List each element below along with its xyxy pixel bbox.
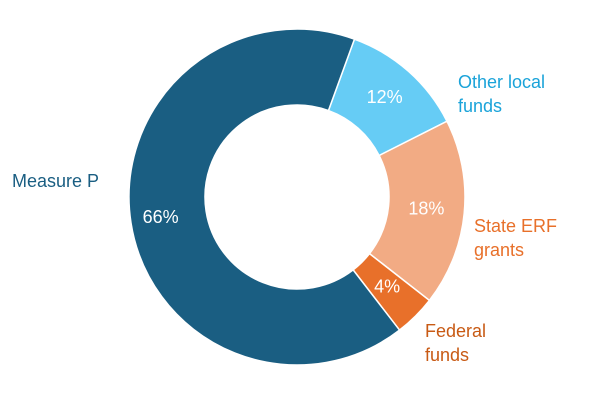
category-label-state-erf-grants: State ERF grants <box>474 216 557 260</box>
slice-measure-p <box>128 28 401 366</box>
category-label-federal-funds: Federal funds <box>425 321 486 365</box>
donut-slices <box>128 28 466 366</box>
value-label-other-local-funds: 12% <box>367 87 403 107</box>
category-labels: Other local funds State ERF grants Federal fu… <box>12 72 557 365</box>
category-label-other-local-funds: Other local funds <box>458 72 545 116</box>
slice-value-labels: 12% 18% 4% 66% <box>143 87 445 297</box>
value-label-state-erf-grants: 18% <box>408 198 444 218</box>
value-label-federal-funds: 4% <box>374 277 400 297</box>
category-label-measure-p: Measure P <box>12 171 99 191</box>
value-label-measure-p: 66% <box>143 207 179 227</box>
